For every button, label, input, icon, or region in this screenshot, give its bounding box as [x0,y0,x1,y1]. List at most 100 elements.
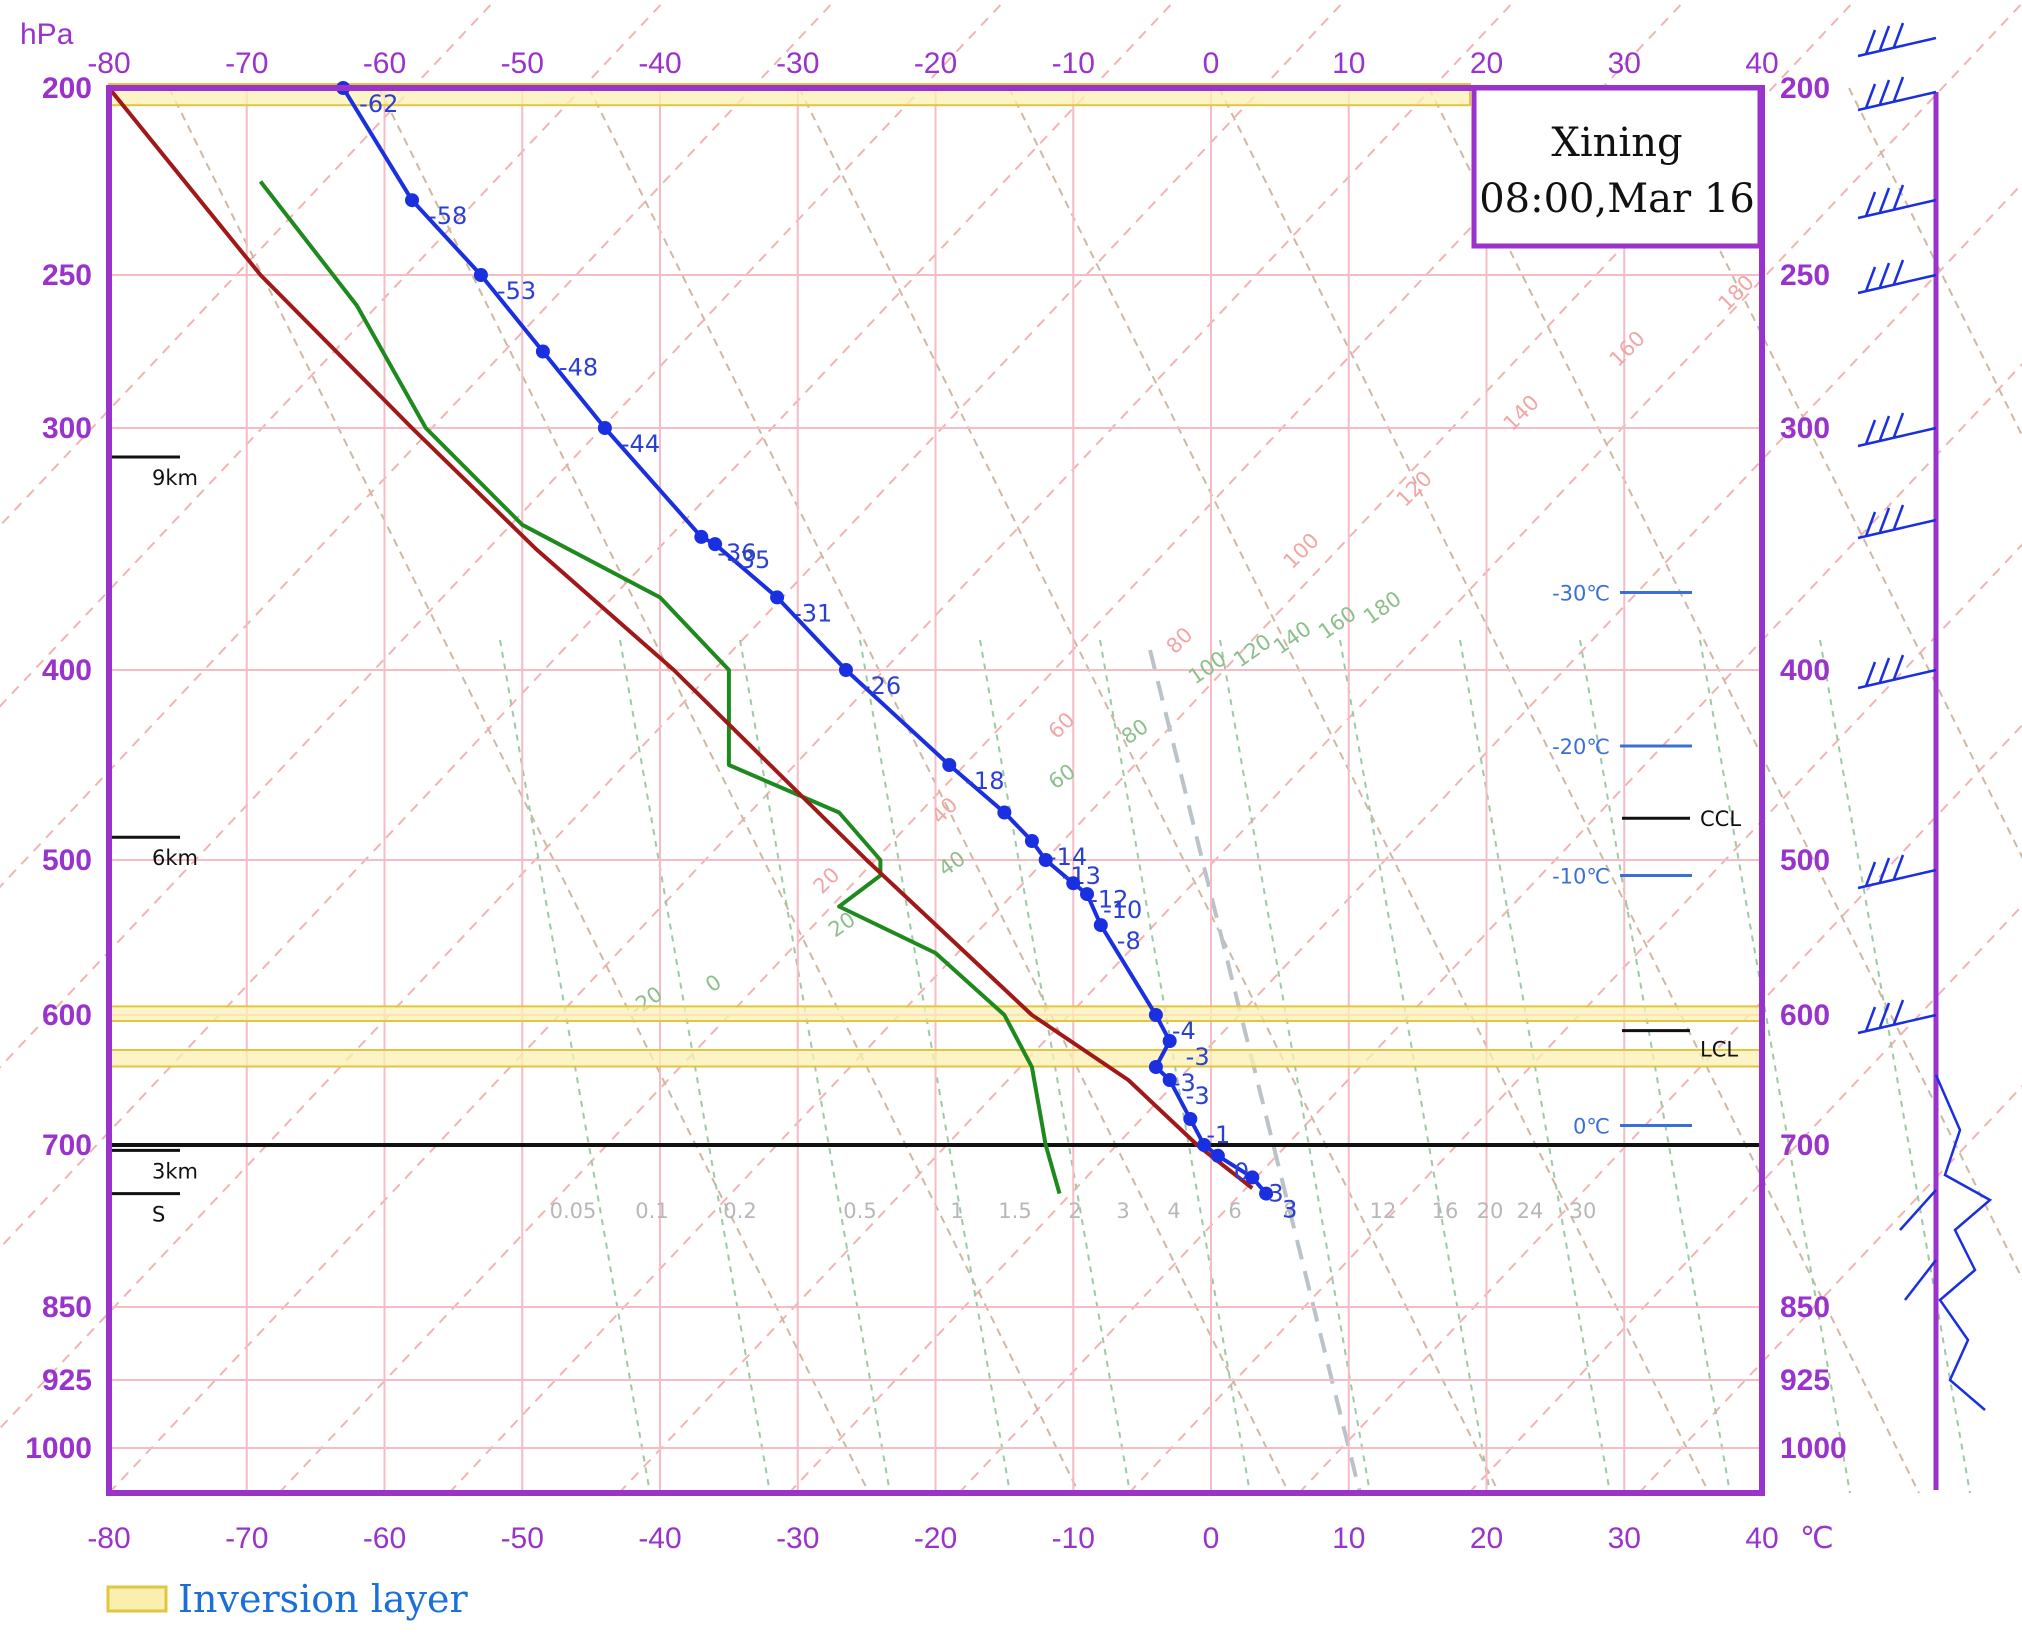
temperature-label: -14 [1048,843,1087,871]
temperature-label: -3 [1186,1043,1210,1071]
mixing-ratio-label: 0.1 [635,1199,668,1223]
series-line-dew-point [258,180,1062,1195]
temperature-point [1066,876,1081,891]
pressure-tick-label-left: 300 [42,412,92,445]
moist-adiabat-line [378,87,1080,1494]
reference-level-label: 0℃ [1573,1115,1610,1139]
x-tick-label-bottom: -10 [1052,1522,1095,1555]
temperature-label: -53 [497,277,536,305]
dry-adiabat-line [0,0,667,708]
wind-barb [1857,854,1937,890]
mixing-ratio-label: 0.5 [843,1199,876,1223]
x-tick-label-top: -20 [914,47,957,80]
temperature-point [535,344,550,359]
pressure-tick-label-left: 600 [42,999,92,1032]
wind-barb [1857,504,1937,540]
grid: 0.05 0.1 0.2 0.5 1 1.5 2 3 4 6 8 12 16 20 24 3018016014… [108,87,1763,1493]
x-tick-label-bottom: 0 [1203,1522,1220,1555]
mixing-ratio-label: 3 [1116,1199,1129,1223]
inversion-layer-band [108,1005,1763,1022]
pressure-tick-label-right: 500 [1780,844,1830,877]
temperature-point [997,805,1012,820]
dry-adiabat-label: 160 [1605,326,1650,371]
pressure-tick-label-right: 850 [1780,1291,1830,1324]
mixing-ratio-label: 1 [950,1199,963,1223]
pressure-tick-label-left: 1000 [25,1432,92,1465]
temperature-point [1197,1138,1212,1152]
chart-subtitle: 08:00,Mar 16 [1479,176,1755,222]
pressure-tick-label-left: 500 [42,844,92,877]
pressure-tick-label-right: 600 [1780,999,1830,1032]
temperature-point [1080,887,1095,902]
reference-level-label: -20℃ [1552,735,1610,759]
series: -62-58-53-48-44-36-35-31-26-18-14-13-12-… [107,81,1297,1224]
dry-adiabat-label: 180 [1714,270,1759,315]
wind-barb [1857,412,1937,448]
pressure-tick-label-right: 700 [1780,1129,1830,1162]
temperature-point [942,758,957,772]
temperature-label: -31 [793,599,832,627]
x-tick-label-top: -60 [363,47,406,80]
temperature-point [1162,1034,1177,1048]
reference-dashed-line [1148,649,1362,1494]
pressure-tick-label-right: 250 [1780,259,1830,292]
x-tick-label-top: -50 [501,47,544,80]
moist-adiabat-label: 60 [1044,759,1080,794]
x-tick-label-bottom: 10 [1332,1522,1365,1555]
temperature-point [708,537,723,552]
dry-adiabat-label: 120 [1392,466,1437,511]
temperature-point [1093,918,1108,933]
mixing-ratio-label: 0.2 [723,1199,756,1223]
x-tick-label-top: -30 [776,47,819,80]
dry-adiabat-label: 20 [809,863,845,899]
mixing-ratio-label: 12 [1370,1199,1397,1223]
wind-barb [1857,259,1937,295]
dry-adiabat-label: 100 [1279,528,1324,573]
wind-barbs [1857,22,1993,1411]
x-tick-label-bottom: -60 [363,1522,406,1555]
temperature-point [1183,1112,1198,1126]
reference-level-label: -30℃ [1552,582,1610,606]
x-tick-label-top: 30 [1608,47,1641,80]
wind-barb-cluster [1899,1074,1993,1411]
dry-adiabat-line [0,0,837,889]
temperature-point [1148,1008,1163,1022]
temperature-label: -3 [1172,1069,1196,1097]
moist-adiabat-label: 80 [1117,714,1153,749]
x-tick-label-top: 0 [1203,47,1220,80]
temperature-label: -48 [559,354,598,382]
moist-adiabat-line [798,87,1500,1494]
title-box [1471,85,1763,249]
temperature-point [1162,1073,1177,1087]
series-line-temperature [341,86,1268,1195]
x-tick-label-bottom: -40 [638,1522,681,1555]
x-tick-label-top: -10 [1052,47,1095,80]
axes: -80-80-70-70-60-60-50-50-40-40-30-30-20-… [25,47,1847,1555]
temperature-label: -58 [428,202,467,230]
temperature-point [1210,1148,1225,1163]
moist-adiabat-label: 100 [1184,646,1231,689]
mixing-ratio-label: 0.05 [550,1199,597,1223]
dry-adiabat-line [0,0,1007,1069]
moist-adiabat-label: 140 [1269,616,1316,659]
x-tick-label-bottom: -70 [225,1522,268,1555]
x-tick-label-bottom: 40 [1745,1522,1778,1555]
moist-adiabat-line [1638,87,2022,859]
temperature-label: -35 [731,546,770,574]
temperature-label: -3 [1186,1082,1210,1110]
temperature-label: -12 [1089,885,1128,913]
pressure-tick-label-left: 700 [42,1129,92,1162]
x-tick-label-top: 10 [1332,47,1365,80]
temperature-label: -1 [1206,1121,1230,1149]
x-tick-label-top: 40 [1745,47,1778,80]
x-tick-label-top: -70 [225,47,268,80]
moist-adiabat-line [1218,87,1920,1494]
plot-frame [106,85,1765,1496]
pressure-tick-label-left: 850 [42,1291,92,1324]
series-line-parcel-curve [107,86,1254,1190]
x-tick-label-top: 20 [1470,47,1503,80]
mixing-ratio-label: 24 [1517,1199,1544,1223]
x-tick-label-bottom: -80 [87,1522,130,1555]
temperature-point [1245,1170,1260,1185]
